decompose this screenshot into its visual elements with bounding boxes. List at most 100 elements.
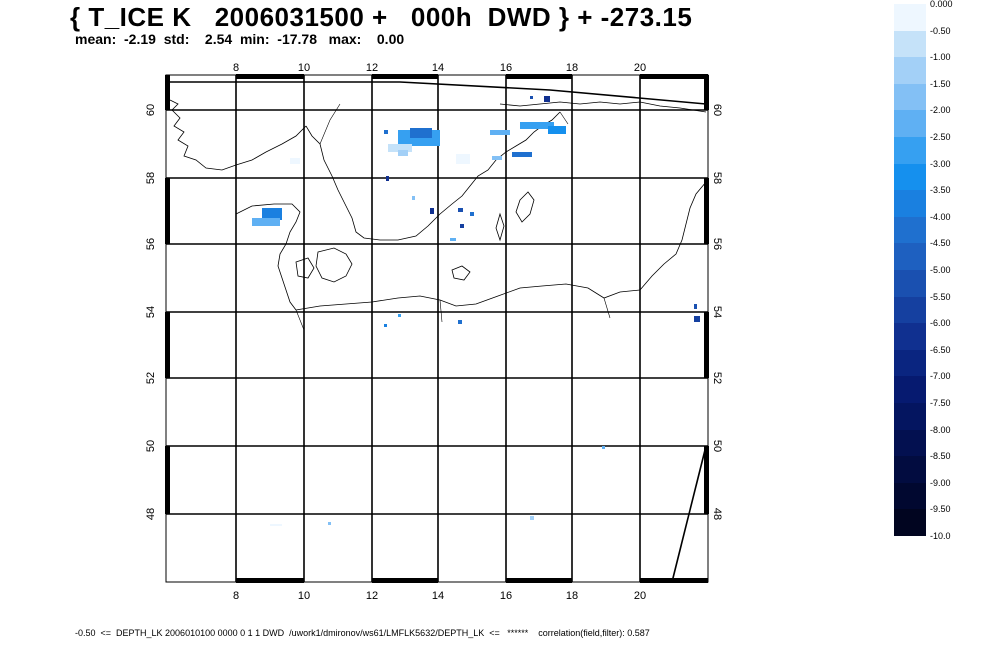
coastline-baltics [639, 181, 707, 291]
ice-cell [456, 154, 470, 164]
frame-segment [640, 578, 708, 583]
lat-tick-label-right: 50 [711, 440, 723, 452]
colorbar-swatch [894, 509, 926, 537]
colorbar-label: -8.50 [930, 451, 951, 462]
lon-tick-label-top: 14 [432, 62, 444, 74]
lat-tick-label-right: 56 [711, 238, 723, 250]
lat-tick-label-right: 52 [711, 372, 723, 384]
colorbar-swatch [894, 376, 926, 404]
domain-boundary-southeast [671, 445, 707, 583]
coastline-norway [169, 99, 307, 171]
lat-tick-label-right: 48 [711, 508, 723, 520]
frame-segment [165, 75, 170, 110]
ice-cell [252, 218, 280, 226]
ice-cell [458, 208, 463, 212]
colorbar-swatch [894, 349, 926, 377]
colorbar-label: -7.50 [930, 398, 951, 408]
coastline-zealand [315, 247, 353, 283]
colorbar-label: -9.50 [930, 504, 951, 515]
field-statistics: mean: -2.19 std: 2.54 min: -17.78 max: 0… [75, 31, 405, 47]
ice-cell [290, 158, 300, 164]
frame-segment [372, 578, 438, 583]
ice-cell [512, 152, 532, 157]
ice-cell [328, 522, 331, 525]
ice-cell [520, 122, 554, 129]
lat-tick-label-left: 50 [145, 440, 157, 452]
colorbar-swatch [894, 403, 926, 430]
ice-cell [388, 144, 412, 152]
colorbar-label: -9.00 [930, 477, 951, 488]
footer-note: -0.50 <= DEPTH_LK 2006010100 0000 0 1 1 … [75, 628, 650, 638]
coastline-bornholm [451, 265, 471, 281]
lat-tick-label-right: 60 [711, 104, 723, 116]
lon-tick-label-bottom: 12 [366, 590, 378, 602]
colorbar-swatch [894, 57, 926, 85]
colorbar-label: -1.50 [930, 78, 951, 89]
lon-tick-label-bottom: 16 [500, 590, 512, 602]
frame-segment [236, 74, 304, 79]
ice-cell [384, 130, 388, 134]
colorbar-label: -6.50 [930, 344, 951, 355]
ice-cell [602, 446, 605, 449]
colorbar-label: -8.00 [930, 424, 951, 435]
ice-cell [262, 208, 282, 220]
colorbar-label: -10.0 [930, 531, 951, 541]
colorbar-swatch [894, 482, 926, 510]
coastline-oland [495, 212, 505, 242]
coastline-jutland [235, 203, 301, 311]
colorbar-swatch [894, 243, 926, 271]
frame-segment [506, 74, 572, 79]
colorbar-label: -3.00 [930, 158, 951, 169]
ice-temperature-field [252, 96, 700, 526]
country-borders [295, 103, 611, 331]
ice-cell [430, 208, 434, 214]
lon-tick-label-bottom: 18 [566, 590, 578, 602]
ice-cell [450, 238, 456, 241]
frame-segment [165, 178, 170, 244]
frame-segment [506, 578, 572, 583]
colorbar-label: -1.00 [930, 52, 951, 63]
ice-cell [458, 320, 462, 324]
lat-tick-label-left: 54 [145, 306, 157, 318]
lon-tick-label-bottom: 14 [432, 590, 444, 602]
ice-cell [530, 96, 533, 99]
lat-tick-label-right: 54 [711, 306, 723, 318]
ice-cell [544, 96, 550, 102]
colorbar-swatch [894, 456, 926, 484]
colorbar-swatch [894, 30, 926, 58]
ice-cell [470, 212, 474, 216]
plot-title: { T_ICE K 2006031500 + 000h DWD } + -273… [70, 2, 693, 32]
colorbar-swatch [894, 190, 926, 218]
colorbar-label: 0.000 [930, 0, 953, 9]
colorbar-label: -0.50 [930, 25, 951, 36]
coastline-germany-poland [295, 283, 641, 311]
colorbar-label: -6.00 [930, 318, 951, 329]
coastline-finland [499, 101, 707, 113]
lon-tick-label-bottom: 20 [634, 590, 646, 602]
lon-tick-label-top: 8 [233, 62, 239, 74]
lat-lon-grid: 8 8 10 10 12 12 14 14 16 16 18 18 20 20 60 60 58 58 56 56 54… [145, 62, 723, 602]
lat-tick-label-left: 60 [145, 104, 157, 116]
ice-cell [412, 196, 415, 200]
colorbar-label: -5.50 [930, 291, 951, 302]
lat-tick-label-left: 56 [145, 238, 157, 250]
lon-tick-label-bottom: 10 [298, 590, 310, 602]
ice-cell [410, 128, 432, 138]
frame-segment [704, 178, 709, 244]
coastline-sweden [305, 111, 561, 241]
colorbar-label: -5.00 [930, 265, 951, 275]
ice-cell [398, 150, 408, 156]
lon-tick-label-top: 18 [566, 62, 578, 74]
frame-segment [704, 312, 709, 378]
domain-boundary-north [166, 81, 707, 105]
frame-segment [704, 446, 709, 514]
colorbar-label: -2.50 [930, 132, 951, 142]
colorbar-label: -3.50 [930, 185, 951, 196]
colorbar-label: -2.00 [930, 105, 951, 116]
lon-tick-label-top: 12 [366, 62, 378, 74]
frame-segment [165, 312, 170, 378]
lat-tick-label-left: 52 [145, 372, 157, 384]
colorbar-swatch [894, 323, 926, 351]
colorbar-swatch [894, 216, 926, 244]
